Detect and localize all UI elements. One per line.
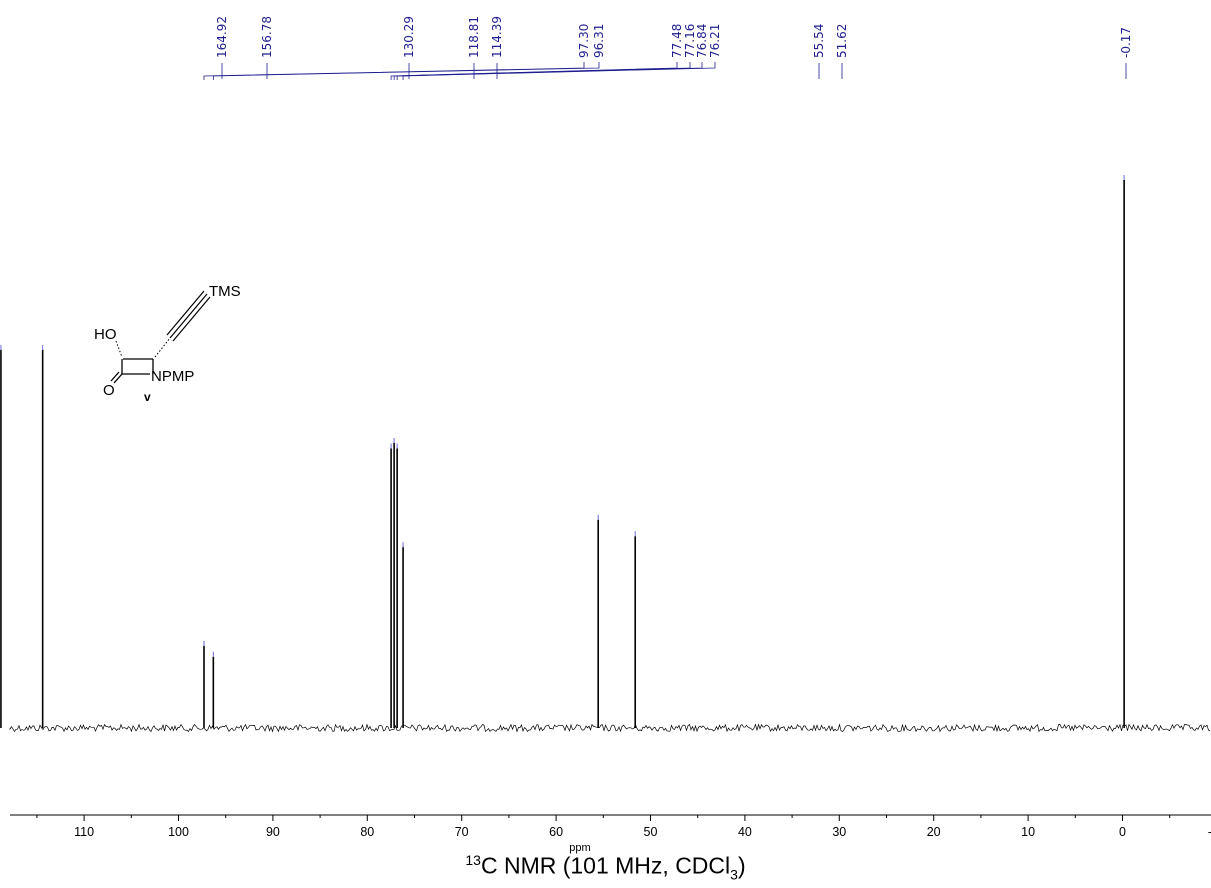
peak-label-3: 118.81 bbox=[467, 16, 481, 79]
peak-label-6: 96.31 bbox=[212, 24, 606, 80]
peak-label-text: 96.31 bbox=[592, 24, 606, 58]
peak-label-text: 55.54 bbox=[812, 24, 826, 58]
peak-label-text: 97.30 bbox=[577, 24, 591, 58]
structure-tms-label: TMS bbox=[209, 283, 241, 300]
peak-label-text: 118.81 bbox=[467, 16, 481, 58]
peak-label-text: 77.48 bbox=[670, 24, 684, 58]
x-axis-label: ppm bbox=[569, 842, 590, 854]
peak-label-10: 76.21 bbox=[402, 24, 722, 80]
baseline-noise bbox=[9, 723, 1211, 733]
structure-ho-label: HO bbox=[94, 326, 117, 343]
caption-close: ) bbox=[737, 852, 746, 879]
caption-main: C NMR (101 MHz, CDCl bbox=[480, 852, 731, 879]
peak-label-13: -0.17 bbox=[1119, 27, 1133, 79]
structure-n-label: NPMP bbox=[151, 368, 194, 385]
peak-label-text: 130.29 bbox=[402, 16, 416, 58]
peak-label-text: 156.78 bbox=[260, 16, 274, 58]
peak-label-text: -0.17 bbox=[1119, 27, 1133, 58]
peak-label-text: 51.62 bbox=[835, 24, 849, 58]
peak-label-connector bbox=[212, 62, 600, 80]
peak-label-text: 114.39 bbox=[490, 16, 504, 58]
x-tick-label: 100 bbox=[168, 825, 189, 839]
peak-label-1: 156.78 bbox=[260, 16, 274, 79]
x-tick-label: 80 bbox=[360, 825, 374, 839]
compound-id-label: v bbox=[144, 390, 151, 404]
x-tick-label: 30 bbox=[832, 825, 846, 839]
peak-labels: 164.92 156.78 130.29 118.81 114.39 97.30 96.31… bbox=[203, 16, 1133, 80]
x-tick-label: 110 bbox=[74, 825, 94, 839]
chemical-structure: TMS HO NPMP O v bbox=[94, 283, 241, 404]
baseline-noise-path bbox=[9, 723, 1211, 733]
peak-lines bbox=[0, 175, 1125, 728]
x-tick-label: 0 bbox=[1119, 825, 1126, 839]
peak-label-12: 51.62 bbox=[835, 24, 849, 79]
x-tick-label: 10 bbox=[1021, 825, 1035, 839]
x-tick-label: 60 bbox=[549, 825, 563, 839]
x-axis: 2001901801701601501401301201101009080706… bbox=[0, 814, 1211, 839]
x-tick-label: 40 bbox=[738, 825, 752, 839]
x-tick-label: 70 bbox=[455, 825, 469, 839]
x-tick-label: 90 bbox=[266, 825, 280, 839]
x-tick-label: 20 bbox=[927, 825, 941, 839]
peak-label-2: 130.29 bbox=[402, 16, 416, 79]
peak-label-11: 55.54 bbox=[812, 24, 826, 79]
peak-label-text: 77.16 bbox=[683, 24, 697, 58]
peak-label-text: 164.92 bbox=[215, 16, 229, 58]
x-tick-label: 50 bbox=[644, 825, 658, 839]
peak-label-4: 114.39 bbox=[490, 16, 504, 79]
chart-caption: 13C NMR (101 MHz, CDCl3) bbox=[0, 852, 1211, 882]
caption-isotope: 13 bbox=[465, 852, 481, 868]
peak-label-0: 164.92 bbox=[215, 16, 229, 79]
peak-label-connector bbox=[402, 62, 716, 80]
caption-subscript: 3 bbox=[730, 866, 738, 883]
peak-label-text: 76.21 bbox=[708, 24, 722, 58]
peak-label-text: 76.84 bbox=[695, 24, 709, 58]
x-tick-label: -10 bbox=[1208, 825, 1211, 839]
structure-o-label: O bbox=[103, 382, 115, 399]
